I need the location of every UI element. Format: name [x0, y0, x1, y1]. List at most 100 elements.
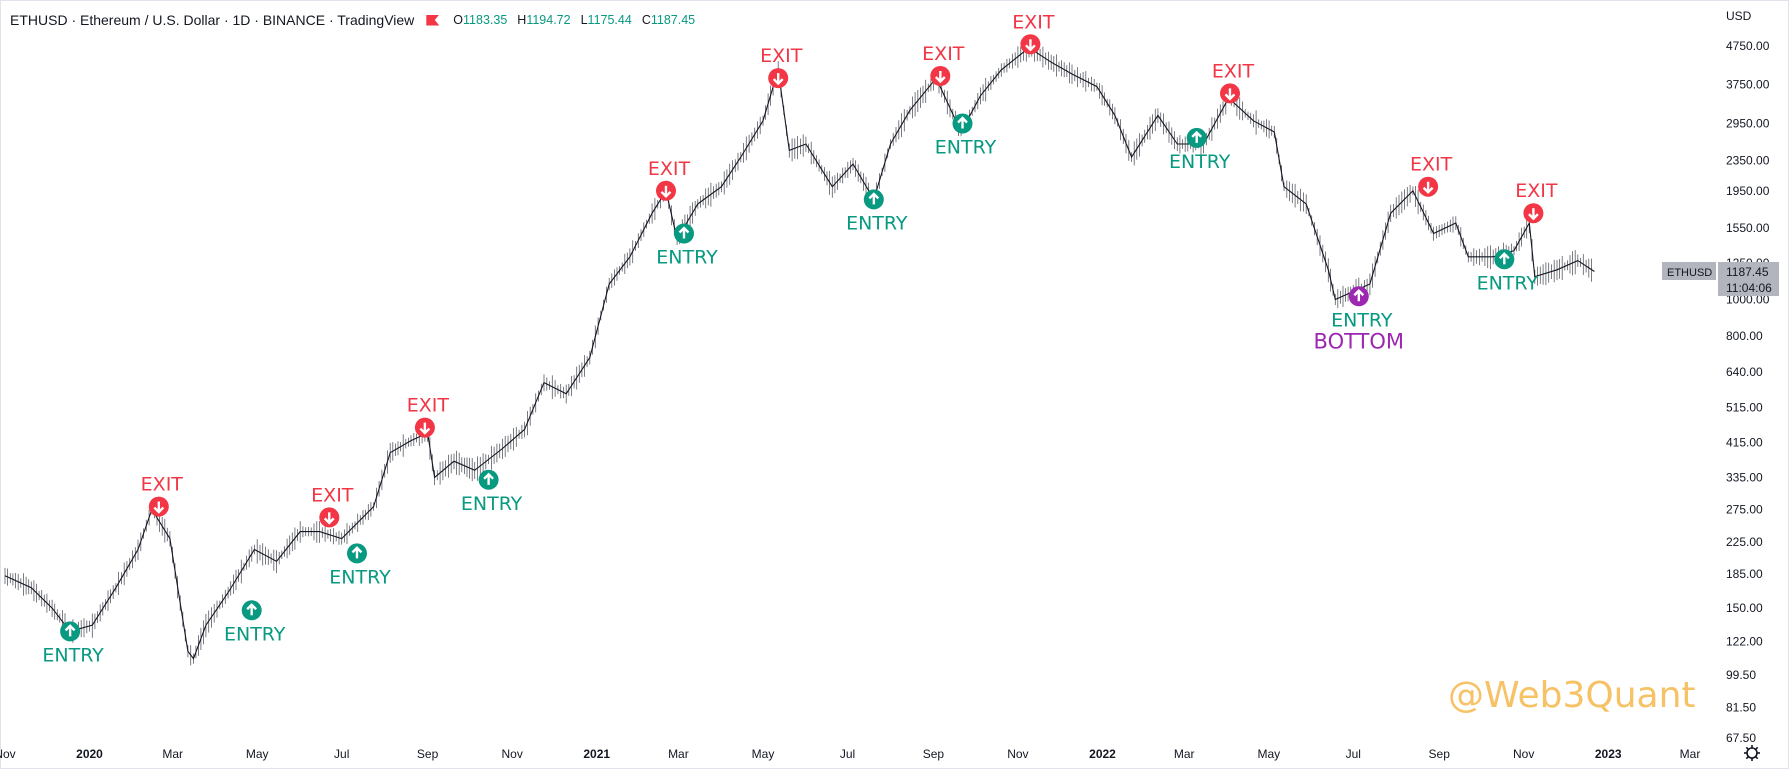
exit-label: EXIT	[648, 158, 691, 180]
exit-signal: EXIT	[1212, 60, 1255, 104]
y-tick-label: 81.50	[1726, 700, 1756, 714]
entry-signal: ENTRY	[224, 600, 286, 645]
y-tick-label: 99.50	[1726, 668, 1756, 682]
flag-icon[interactable]	[426, 14, 440, 26]
x-tick-label: Mar	[668, 747, 689, 761]
x-tick-label: Jul	[840, 747, 855, 761]
y-tick-label: 415.00	[1726, 436, 1763, 450]
exit-label: EXIT	[760, 45, 803, 67]
entry-label: ENTRY	[656, 247, 718, 269]
exit-signal: EXIT	[141, 474, 184, 517]
y-tick-label: 2350.00	[1726, 154, 1770, 168]
currency-label[interactable]: USD	[1726, 9, 1752, 23]
exit-label: EXIT	[1410, 154, 1453, 176]
x-tick-label: Sep	[923, 747, 945, 761]
x-tick-label: Nov	[1513, 747, 1534, 761]
last-symbol-label: ETHUSD	[1667, 267, 1712, 279]
y-tick-label: 1950.00	[1726, 184, 1770, 198]
last-price-tag: ETHUSD 1187.45 11:04:06	[1662, 262, 1779, 296]
y-tick-label: 335.00	[1726, 470, 1763, 484]
y-tick-label: 150.00	[1726, 601, 1763, 615]
ohlc-close: C1187.45	[641, 13, 696, 27]
settings-icon[interactable]	[1744, 745, 1760, 761]
x-tick-label: Mar	[1174, 747, 1195, 761]
y-tick-label: 275.00	[1726, 503, 1763, 517]
x-tick-label: Jul	[334, 747, 349, 761]
ohlc-high: H1194.72	[517, 13, 571, 27]
y-tick-label: 800.00	[1726, 329, 1763, 343]
entry-signal: ENTRY	[1477, 249, 1539, 294]
x-tick-label: Sep	[1429, 747, 1451, 761]
y-tick-label: 225.00	[1726, 535, 1763, 549]
entry-label: ENTRY	[224, 623, 286, 645]
countdown-label: 11:04:06	[1726, 281, 1772, 295]
entry-signal: ENTRY	[461, 469, 523, 515]
entry-label: ENTRY	[846, 212, 908, 234]
y-tick-label: 4750.00	[1726, 39, 1770, 53]
exit-signal: EXIT	[1012, 11, 1055, 55]
entry-label: ENTRY	[329, 566, 391, 588]
x-tick-label: May	[1257, 747, 1280, 761]
last-price-label: 1187.45	[1726, 265, 1769, 279]
y-tick-label: 122.00	[1726, 635, 1763, 649]
entry-label: ENTRY	[1169, 151, 1231, 173]
x-tick-label: Mar	[162, 747, 183, 761]
x-tick-label: Mar	[1680, 747, 1701, 761]
exit-label: EXIT	[1212, 60, 1255, 82]
x-tick-label: Jul	[1346, 747, 1361, 761]
signal-annotations: ENTRY EXIT ENTRY EXIT ENTRY EXIT ENTRY EXIT ENTR…	[42, 11, 1558, 666]
y-tick-label: 515.00	[1726, 400, 1763, 414]
y-tick-label: 640.00	[1726, 365, 1763, 379]
exit-signal: EXIT	[1515, 180, 1558, 224]
x-tick-label: Nov	[0, 747, 16, 761]
x-tick-label: 2021	[583, 747, 610, 761]
x-tick-label: 2022	[1089, 747, 1116, 761]
entry-label: ENTRY	[42, 644, 104, 666]
entry-label: ENTRY	[1331, 309, 1393, 331]
price-series	[4, 38, 1595, 666]
x-tick-label: 2020	[76, 747, 103, 761]
y-tick-label: 2950.00	[1726, 117, 1770, 131]
ohlc-open: O1183.35	[453, 13, 508, 27]
x-tick-label: May	[246, 747, 269, 761]
price-axis[interactable]: 4750.00 3750.00 2950.00 2350.00 1950.00 1550.…	[1726, 39, 1770, 745]
exit-label: EXIT	[311, 484, 354, 506]
entry-label: ENTRY	[461, 493, 523, 515]
x-tick-label: Sep	[417, 747, 439, 761]
ohlc-low: L1175.44	[580, 13, 632, 27]
entry-signal: ENTRY	[935, 113, 997, 159]
y-tick-label: 3750.00	[1726, 78, 1770, 92]
exit-label: EXIT	[407, 395, 450, 417]
exit-label: EXIT	[1012, 11, 1055, 33]
time-axis[interactable]: Nov 2020 Mar May Jul Sep Nov 2021 Mar May Jul Sep No…	[0, 747, 1700, 761]
exit-signal: EXIT	[922, 43, 965, 86]
chart-header: ETHUSD · Ethereum / U.S. Dollar · 1D · B…	[10, 10, 705, 30]
entry-label: ENTRY	[935, 137, 997, 159]
x-tick-label: 2023	[1595, 747, 1622, 761]
exit-label: EXIT	[922, 43, 965, 65]
symbol-title[interactable]: ETHUSD · Ethereum / U.S. Dollar · 1D · B…	[10, 12, 415, 28]
x-tick-label: Nov	[502, 747, 523, 761]
entry-signal: ENTRY	[846, 189, 908, 234]
x-tick-label: May	[752, 747, 775, 761]
watermark: @Web3Quant	[1448, 675, 1696, 716]
exit-signal: EXIT	[1410, 154, 1453, 197]
exit-signal: EXIT	[407, 395, 450, 438]
exit-signal: EXIT	[760, 45, 803, 89]
y-tick-label: 185.00	[1726, 567, 1763, 581]
entry-signal: ENTRY	[42, 621, 104, 666]
exit-signal: EXIT	[648, 158, 691, 201]
bottom-label: BOTTOM	[1314, 329, 1405, 353]
entry-signal: ENTRY	[329, 543, 391, 588]
exit-signal: EXIT	[311, 484, 354, 528]
y-tick-label: 67.50	[1726, 731, 1756, 745]
y-tick-label: 1550.00	[1726, 221, 1770, 235]
entry-signal: ENTRY	[656, 223, 718, 269]
exit-label: EXIT	[141, 474, 184, 496]
entry-signal: ENTRY	[1169, 127, 1231, 173]
exit-label: EXIT	[1515, 180, 1558, 202]
x-tick-label: Nov	[1007, 747, 1028, 761]
entry-label: ENTRY	[1477, 272, 1539, 294]
